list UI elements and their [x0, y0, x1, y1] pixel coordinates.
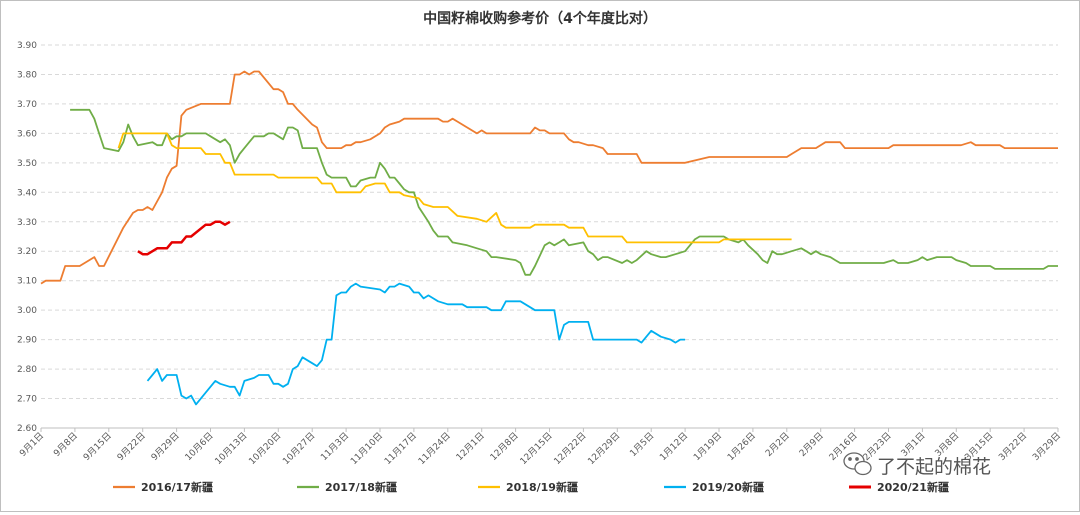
y-tick-label: 3.50 — [17, 159, 37, 169]
series-line-4 — [146, 282, 686, 406]
x-tick-label: 11月17日 — [382, 430, 419, 467]
watermark-text: 了不起的棉花 — [877, 456, 991, 478]
x-tick-label: 3月22日 — [997, 430, 1030, 463]
y-tick-label: 2.90 — [17, 336, 37, 346]
x-tick-label: 10月20日 — [247, 430, 284, 467]
x-tick-label: 9月15日 — [81, 430, 114, 463]
y-tick-label: 3.00 — [17, 306, 37, 316]
y-tick-label: 3.10 — [17, 277, 37, 287]
x-tick-label: 12月8日 — [488, 430, 521, 463]
y-tick-label: 2.70 — [17, 395, 37, 405]
x-tick-label: 11月24日 — [416, 430, 453, 467]
x-tick-label: 11月3日 — [319, 430, 352, 463]
y-tick-label: 3.70 — [17, 100, 37, 110]
series-line-5 — [137, 220, 231, 256]
wechat-icon — [843, 452, 872, 476]
y-tick-label: 2.60 — [17, 424, 37, 434]
x-tick-label: 12月1日 — [454, 430, 487, 463]
legend-label: 2018/19新疆 — [506, 480, 578, 494]
x-tick-label: 1月5日 — [628, 430, 657, 459]
y-tick-label: 3.30 — [17, 218, 37, 228]
x-tick-label: 10月13日 — [213, 430, 250, 467]
watermark: 了不起的棉花 — [843, 452, 991, 478]
x-tick-label: 3月29日 — [1030, 430, 1063, 463]
series-line-2 — [70, 108, 1058, 276]
legend-label: 2017/18新疆 — [325, 480, 397, 494]
x-tick-label: 2月16日 — [827, 430, 860, 463]
legend-label: 2019/20新疆 — [692, 480, 764, 494]
y-tick-label: 3.60 — [17, 129, 37, 139]
x-tick-label: 12月15日 — [518, 430, 555, 467]
y-tick-label: 2.80 — [17, 365, 37, 375]
y-tick-label: 3.40 — [17, 188, 37, 198]
y-tick-label: 3.20 — [17, 247, 37, 257]
y-tick-label: 3.80 — [17, 70, 37, 80]
x-tick-label: 2月9日 — [797, 430, 826, 459]
x-tick-label: 9月8日 — [51, 430, 80, 459]
x-tick-label: 1月19日 — [691, 430, 724, 463]
legend-label: 2016/17新疆 — [141, 480, 213, 494]
x-tick-label: 9月22日 — [115, 430, 148, 463]
x-tick-label: 2月2日 — [763, 430, 792, 459]
legend-label: 2020/21新疆 — [877, 480, 949, 494]
x-tick-label: 12月29日 — [586, 430, 623, 467]
x-tick-label: 9月29日 — [149, 430, 182, 463]
x-tick-label: 3月8日 — [933, 430, 962, 459]
x-tick-label: 10月6日 — [183, 430, 216, 463]
x-tick-label: 9月1日 — [18, 430, 47, 459]
x-tick-label: 10月27日 — [281, 430, 318, 467]
x-tick-label: 11月10日 — [348, 430, 385, 467]
chart-title: 中国籽棉收购参考价（4个年度比对） — [423, 10, 657, 27]
y-tick-label: 3.90 — [17, 41, 37, 51]
x-tick-label: 3月1日 — [899, 430, 928, 459]
x-tick-label: 12月22日 — [552, 430, 589, 467]
x-tick-label: 1月26日 — [725, 430, 758, 463]
series-line-3 — [117, 132, 792, 244]
series-line-1 — [40, 70, 1058, 285]
x-tick-label: 1月12日 — [658, 430, 691, 463]
